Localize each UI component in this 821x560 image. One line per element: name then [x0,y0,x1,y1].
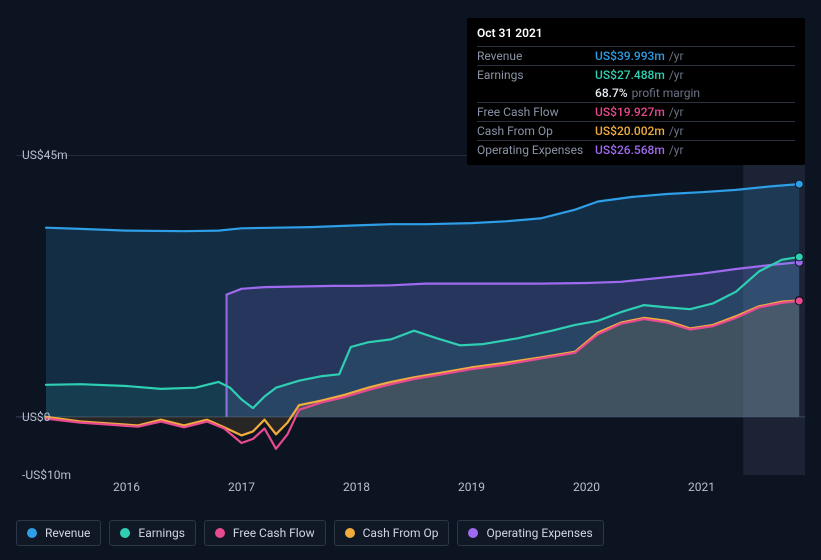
x-tick-label: 2017 [228,480,255,494]
legend-label: Earnings [138,526,185,540]
x-tick-label: 2021 [688,480,715,494]
legend-item[interactable]: Operating Expenses [457,520,603,546]
tooltip-label: Cash From Op [477,124,595,138]
legend-swatch [345,528,355,538]
x-tick-label: 2016 [113,480,140,494]
legend-swatch [27,528,37,538]
tooltip-value: US$26.568m [595,143,665,157]
tooltip-label: Free Cash Flow [477,105,595,119]
legend-item[interactable]: Revenue [16,520,101,546]
tooltip-label: Revenue [477,49,595,63]
tooltip-panel: Oct 31 2021 RevenueUS$39.993m/yrEarnings… [467,18,805,165]
tooltip-row: Free Cash FlowUS$19.927m/yr [477,102,795,121]
tooltip-suffix: /yr [669,49,684,63]
y-tick-label: US$0 [22,410,50,424]
tooltip-suffix: /yr [669,124,684,138]
tooltip-rows: RevenueUS$39.993m/yrEarningsUS$27.488m/y… [477,46,795,159]
x-tick-label: 2018 [343,480,370,494]
x-tick-label: 2020 [573,480,600,494]
tooltip-value: US$27.488m [595,68,665,82]
legend-item[interactable]: Free Cash Flow [204,520,326,546]
tooltip-label: Earnings [477,68,595,82]
legend-label: Revenue [45,526,90,540]
y-tick-label: US$45m [22,148,68,162]
tooltip-suffix: /yr [669,143,684,157]
tooltip-value: US$19.927m [595,105,665,119]
tooltip-value: US$20.002m [595,124,665,138]
tooltip-row: Operating ExpensesUS$26.568m/yr [477,140,795,159]
legend-label: Operating Expenses [486,526,592,540]
legend-swatch [468,528,478,538]
legend: Revenue Earnings Free Cash Flow Cash From O… [16,520,604,546]
financials-chart[interactable] [16,155,805,475]
tooltip-suffix: /yr [669,68,684,82]
tooltip-value: US$39.993m [595,49,665,63]
legend-label: Cash From Op [363,526,439,540]
tooltip-row: 68.7% profit margin [477,84,795,102]
chart-svg [16,155,805,475]
tooltip-value: 68.7% [595,86,628,100]
legend-label: Free Cash Flow [233,526,315,540]
x-tick-label: 2019 [458,480,485,494]
tooltip-suffix: profit margin [632,86,700,100]
tooltip-row: Cash From OpUS$20.002m/yr [477,121,795,140]
tooltip-row: EarningsUS$27.488m/yr [477,65,795,84]
x-axis-labels: 2016 2017 2018 2019 2020 2021 [16,480,805,496]
tooltip-label: Operating Expenses [477,143,595,157]
legend-swatch [120,528,130,538]
legend-swatch [215,528,225,538]
legend-item[interactable]: Cash From Op [334,520,450,546]
tooltip-suffix: /yr [669,105,684,119]
tooltip-row: RevenueUS$39.993m/yr [477,46,795,65]
tooltip-date: Oct 31 2021 [477,26,795,40]
legend-item[interactable]: Earnings [109,520,196,546]
